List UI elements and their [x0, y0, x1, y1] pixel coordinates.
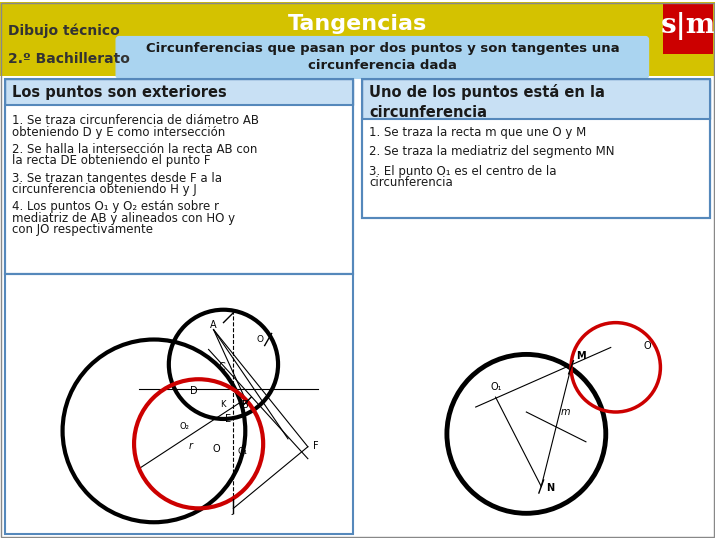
Text: la recta DE obteniendo el punto F: la recta DE obteniendo el punto F [12, 154, 210, 167]
Text: N: N [546, 483, 554, 494]
Text: M: M [576, 352, 585, 361]
Text: B: B [242, 400, 248, 410]
Text: Dibujo técnico: Dibujo técnico [8, 24, 120, 38]
Text: Uno de los puntos está en la
circunferencia: Uno de los puntos está en la circunferen… [369, 84, 606, 120]
FancyBboxPatch shape [362, 274, 710, 534]
FancyBboxPatch shape [0, 2, 715, 76]
Text: E: E [225, 414, 231, 424]
Text: 3. Se trazan tangentes desde F a la: 3. Se trazan tangentes desde F a la [12, 172, 222, 185]
Text: m: m [561, 407, 570, 417]
Text: con JO respectivamente: con JO respectivamente [12, 224, 153, 237]
Text: O₁: O₁ [238, 447, 247, 456]
Text: circunferencia obteniendo H y J: circunferencia obteniendo H y J [12, 183, 197, 196]
FancyBboxPatch shape [362, 79, 710, 119]
Text: mediatriz de AB y alineados con HO y: mediatriz de AB y alineados con HO y [12, 212, 235, 225]
Text: A: A [210, 320, 217, 329]
Text: Circunferencias que pasan por dos puntos y son tangentes una
circunferencia dada: Circunferencias que pasan por dos puntos… [145, 43, 619, 72]
Text: Tangencias: Tangencias [288, 14, 427, 34]
Text: obteniendo D y E como intersección: obteniendo D y E como intersección [12, 125, 225, 138]
Text: Los puntos son exteriores: Los puntos son exteriores [12, 85, 227, 100]
Text: O: O [212, 444, 220, 454]
FancyBboxPatch shape [5, 274, 353, 534]
Text: r: r [189, 441, 193, 451]
FancyBboxPatch shape [663, 4, 713, 53]
Text: O: O [256, 335, 264, 345]
Text: D: D [190, 386, 197, 396]
Text: 1. Se traza circunferencia de diámetro AB: 1. Se traza circunferencia de diámetro A… [12, 114, 259, 127]
Text: O₂: O₂ [180, 422, 189, 431]
Text: 1. Se traza la recta m que une O y M: 1. Se traza la recta m que une O y M [369, 126, 587, 139]
Text: s|m: s|m [661, 12, 716, 40]
Text: C: C [218, 362, 225, 372]
Text: 4. Los puntos O₁ y O₂ están sobre r: 4. Los puntos O₁ y O₂ están sobre r [12, 200, 219, 213]
FancyBboxPatch shape [5, 105, 353, 274]
FancyBboxPatch shape [116, 37, 649, 78]
Text: J: J [232, 505, 235, 515]
Text: 2. Se traza la mediatriz del segmento MN: 2. Se traza la mediatriz del segmento MN [369, 145, 615, 158]
Text: 2. Se halla la intersección la recta AB con: 2. Se halla la intersección la recta AB … [12, 143, 257, 156]
FancyBboxPatch shape [5, 79, 353, 105]
Text: 3. El punto O₁ es el centro de la: 3. El punto O₁ es el centro de la [369, 165, 557, 178]
Text: K: K [220, 400, 226, 409]
Text: O: O [644, 341, 651, 352]
Text: O₁: O₁ [490, 382, 502, 392]
Text: circunferencia: circunferencia [369, 176, 453, 189]
FancyBboxPatch shape [362, 119, 710, 218]
Text: 2.º Bachillerato: 2.º Bachillerato [8, 51, 130, 65]
Text: F: F [312, 441, 318, 451]
